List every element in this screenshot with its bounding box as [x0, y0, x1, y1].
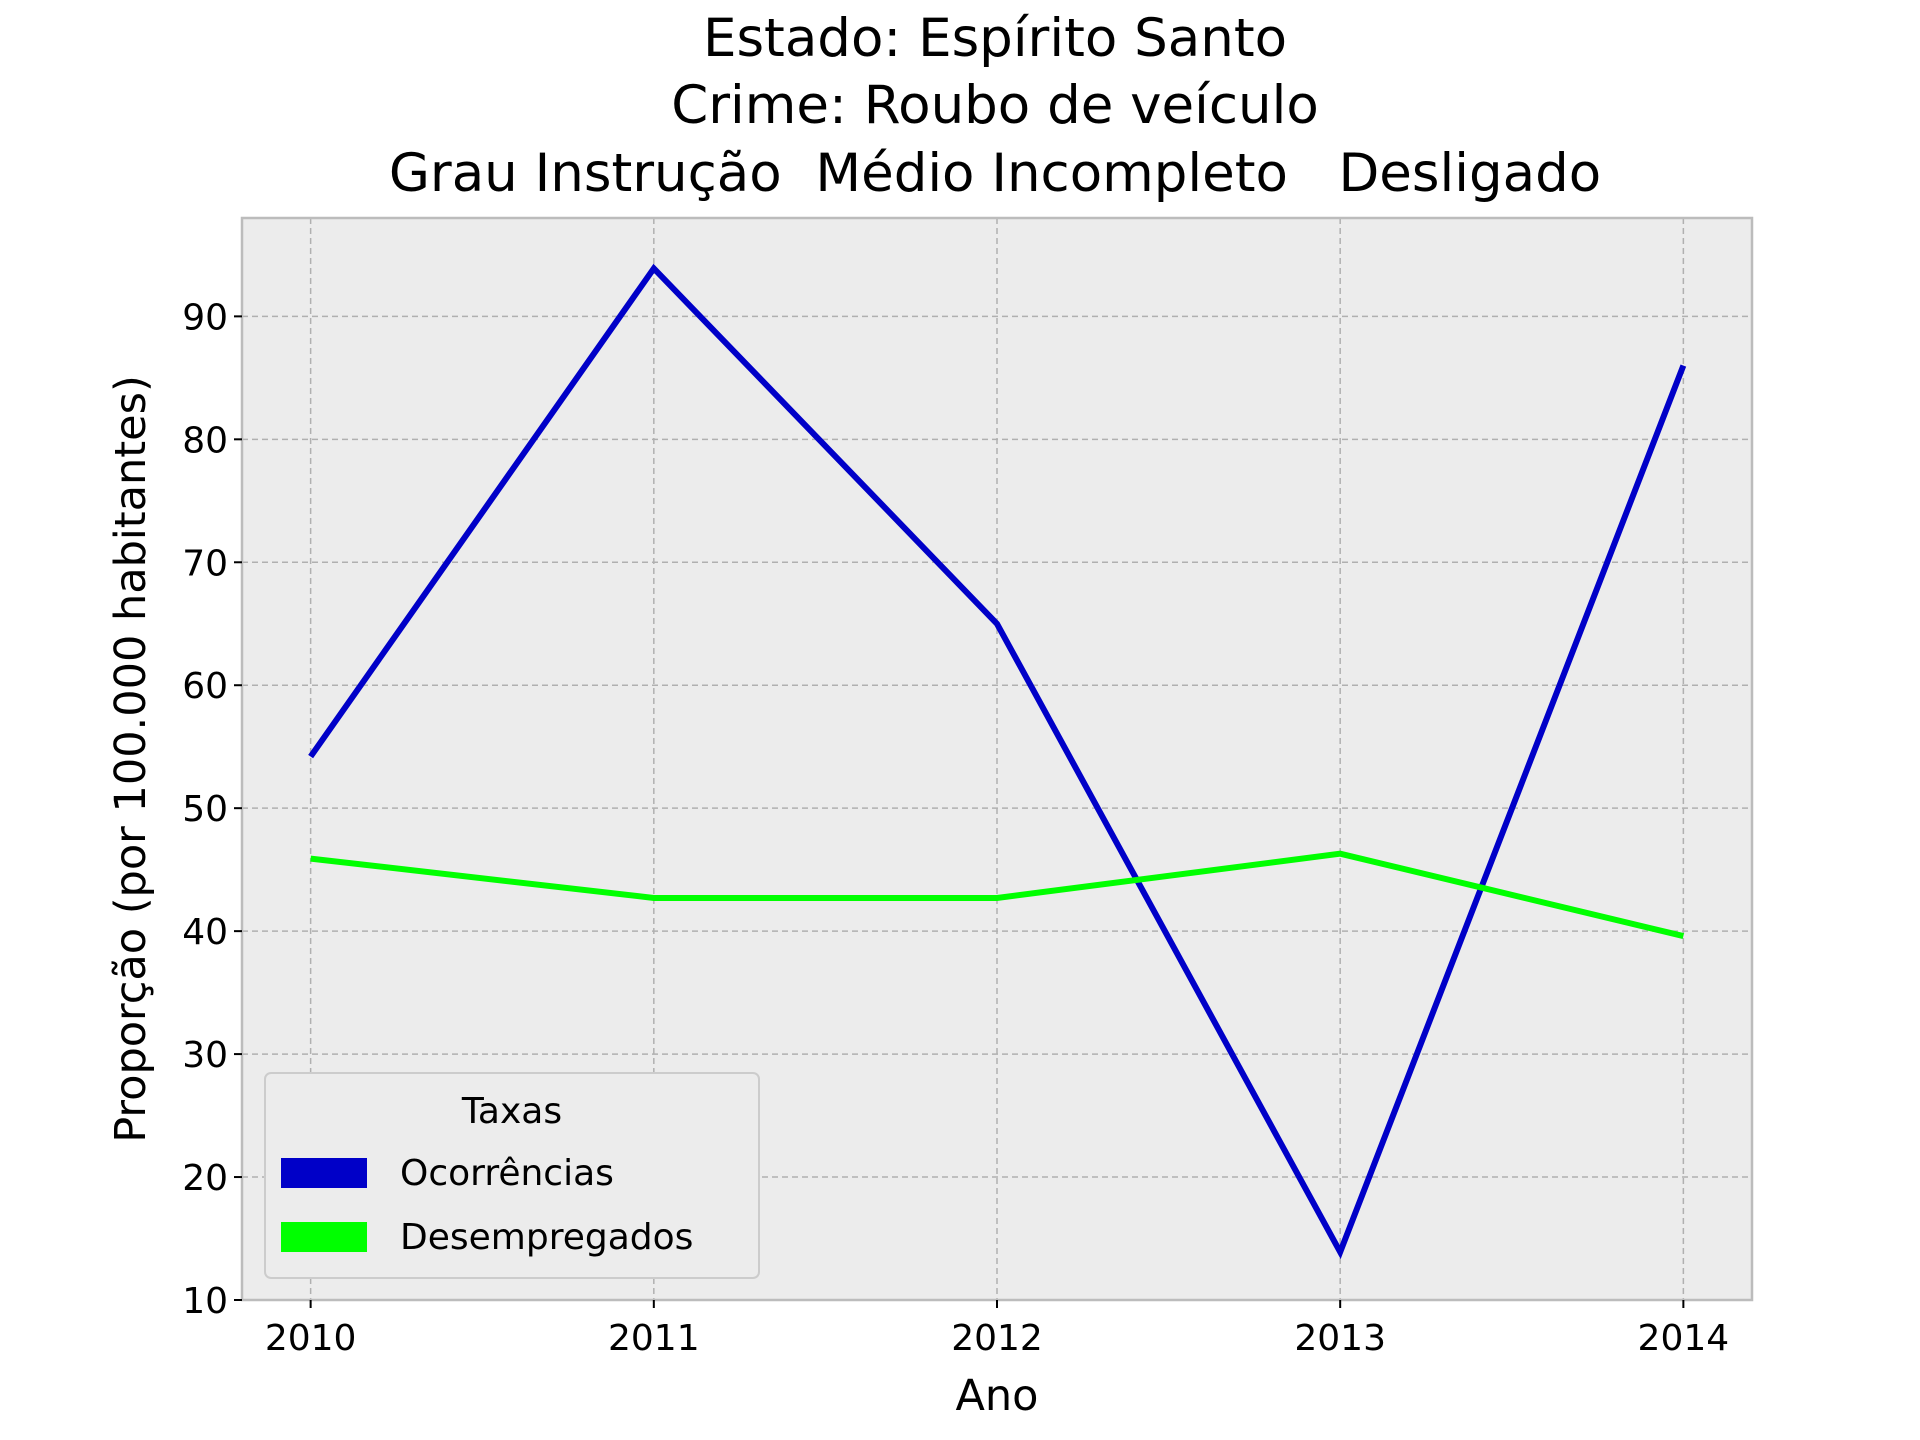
legend-label-desempregados: Desempregados — [400, 1217, 693, 1258]
y-axis-label: Proporção (por 100.000 habitantes) — [106, 375, 156, 1143]
y-tick-label: 70 — [182, 543, 228, 584]
y-tick-label: 10 — [182, 1281, 228, 1322]
y-tick-label: 20 — [182, 1158, 228, 1199]
y-tick-label: 50 — [182, 789, 228, 830]
x-tick-label: 2011 — [608, 1318, 700, 1359]
y-tick-label: 90 — [182, 297, 228, 338]
series-line-ocorrencias — [308, 263, 1687, 1260]
legend-title: Taxas — [461, 1091, 562, 1132]
title-line-1: Estado: Espírito Santo — [703, 8, 1287, 69]
y-axis: 10 20 30 40 50 60 70 80 90 — [182, 297, 242, 1322]
legend-label-ocorrencias: Ocorrências — [400, 1153, 614, 1194]
legend-swatch-desempregados — [281, 1222, 367, 1252]
series-line-desempregados — [310, 850, 1685, 939]
title-line-2: Crime: Roubo de veículo — [671, 75, 1319, 136]
x-tick-label: 2012 — [951, 1318, 1043, 1359]
grid — [242, 218, 1752, 1301]
series-lines — [308, 263, 1687, 1260]
x-tick-label: 2014 — [1638, 1318, 1730, 1359]
y-tick-label: 80 — [182, 420, 228, 461]
legend-box — [264, 1072, 760, 1279]
chart-title: Estado: Espírito Santo Crime: Roubo de v… — [389, 8, 1601, 204]
x-tick-label: 2013 — [1294, 1318, 1386, 1359]
x-axis: 2010 2011 2012 2013 2014 — [265, 1300, 1729, 1359]
x-axis-label: Ano — [956, 1371, 1039, 1421]
y-tick-label: 30 — [182, 1035, 228, 1076]
x-tick-label: 2010 — [265, 1318, 357, 1359]
legend: Taxas Ocorrências Desempregados — [264, 1072, 760, 1279]
y-tick-label: 40 — [182, 912, 228, 953]
y-tick-label: 60 — [182, 666, 228, 707]
legend-swatch-ocorrencias — [281, 1158, 367, 1188]
title-line-3: Grau Instrução Médio Incompleto Desligad… — [389, 143, 1601, 204]
